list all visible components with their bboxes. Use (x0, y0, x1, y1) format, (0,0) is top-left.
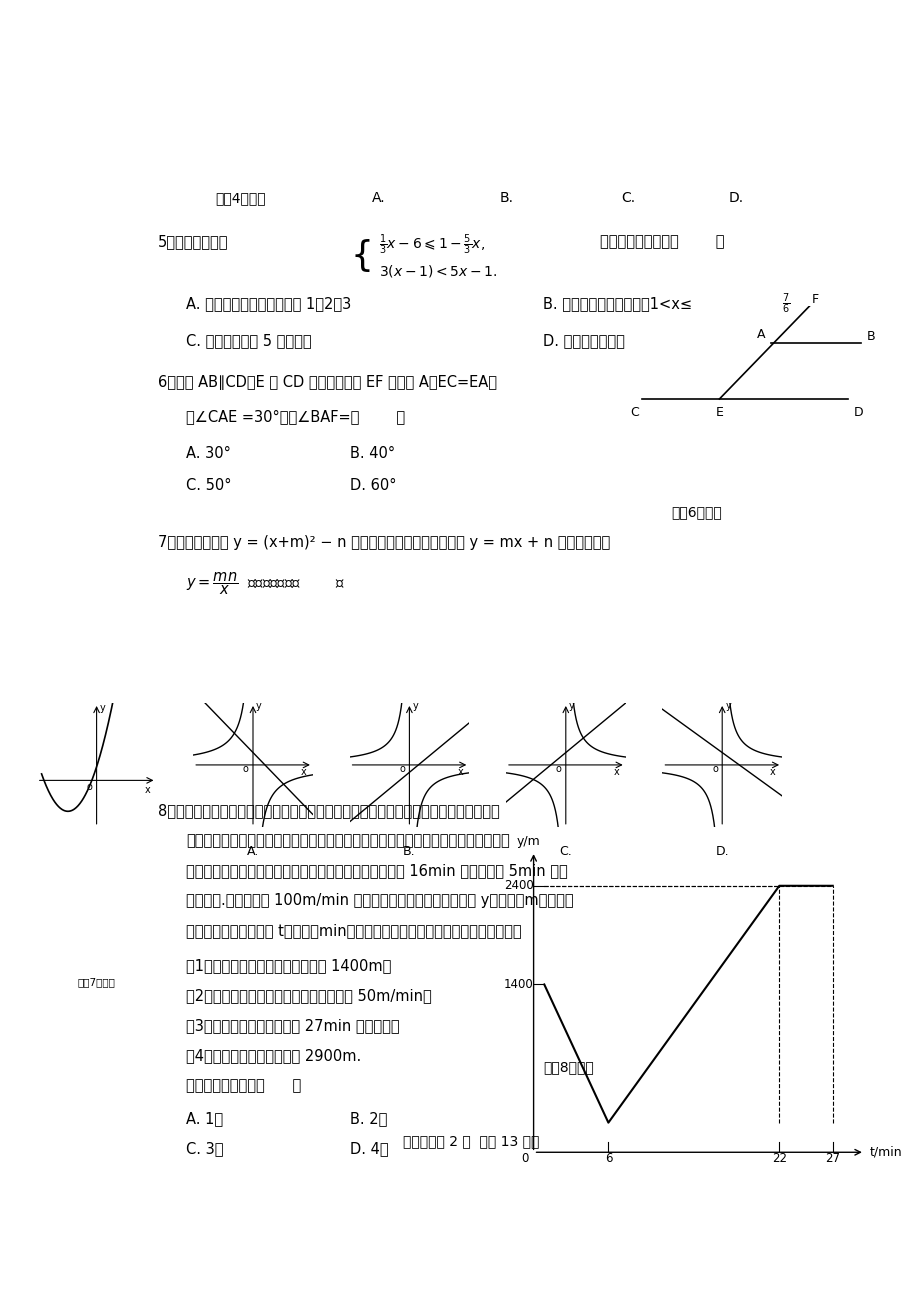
Text: D. 4个: D. 4个 (350, 1141, 389, 1156)
Text: B.: B. (403, 845, 415, 858)
Text: $\frac{7}{6}$: $\frac{7}{6}$ (781, 292, 789, 316)
Text: C.: C. (559, 845, 572, 858)
Text: y: y (99, 703, 106, 712)
Text: 返回，两人相遇后，小东立即赶往学校，妈妈沿原路返回 16min 到家，再过 5min 小东: 返回，两人相遇后，小东立即赶往学校，妈妈沿原路返回 16min 到家，再过 5m… (186, 863, 567, 878)
Text: A. 30°: A. 30° (186, 447, 231, 461)
Text: $3(x-1)<5x-1.$: $3(x-1)<5x-1.$ (379, 263, 497, 279)
Text: 打完电话后的步行时间 t（单位：min）之间的函数关系如图所示，下列四种说法：: 打完电话后的步行时间 t（单位：min）之间的函数关系如图所示，下列四种说法： (186, 923, 521, 939)
Text: F: F (811, 293, 819, 306)
Text: （第8题图）: （第8题图） (542, 1061, 593, 1074)
Text: y: y (412, 702, 418, 711)
Text: x: x (301, 767, 306, 777)
Text: C.: C. (620, 191, 635, 206)
Text: （4）小东家离学校的距离为 2900m.: （4）小东家离学校的距离为 2900m. (186, 1048, 361, 1064)
Text: 8．小东家与学校之间是一条笔直的公路，早饭后，小东步行前往学校，途中发现忘带画: 8．小东家与学校之间是一条笔直的公路，早饭后，小东步行前往学校，途中发现忘带画 (158, 803, 499, 818)
Text: 其中正确的个数是（      ）: 其中正确的个数是（ ） (186, 1078, 301, 1094)
Text: y: y (724, 702, 731, 711)
Text: 27: 27 (824, 1152, 839, 1165)
Text: （3）小东打完电话后，经过 27min 到达学校；: （3）小东打完电话后，经过 27min 到达学校； (186, 1018, 400, 1034)
Text: B: B (866, 331, 874, 344)
Text: 板，停下给妈妈打电话，妈妈接到电话后，带上画板马上赶往学校，同时小东沿原路: 板，停下给妈妈打电话，妈妈接到电话后，带上画板马上赶往学校，同时小东沿原路 (186, 833, 509, 848)
Text: B. 此不等式组的解集为－1<x≤: B. 此不等式组的解集为－1<x≤ (542, 297, 691, 311)
Text: x: x (769, 767, 775, 777)
Text: x: x (457, 767, 462, 777)
Text: 若∠CAE =30°，则∠BAF=（        ）: 若∠CAE =30°，则∠BAF=（ ） (186, 409, 405, 424)
Text: B.: B. (500, 191, 514, 206)
Text: （第7题图）: （第7题图） (77, 978, 116, 987)
Text: x: x (613, 767, 618, 777)
Text: 1400: 1400 (504, 978, 533, 991)
Text: 0: 0 (520, 1152, 528, 1165)
Text: E: E (715, 406, 722, 419)
Text: 5．对于不等式组: 5．对于不等式组 (158, 234, 228, 250)
Text: A.: A. (246, 845, 259, 858)
Text: $\frac{1}{3}x-6\leqslant 1-\frac{5}{3}x,$: $\frac{1}{3}x-6\leqslant 1-\frac{5}{3}x,… (379, 233, 484, 256)
Text: D.: D. (728, 191, 743, 206)
Text: o: o (243, 764, 248, 775)
Text: 数学试题第 2 页  （共 13 页）: 数学试题第 2 页 （共 13 页） (403, 1134, 539, 1148)
Text: o: o (711, 764, 717, 775)
Text: 2400: 2400 (504, 879, 533, 892)
Text: A. 1个: A. 1个 (186, 1111, 223, 1126)
Text: t/min: t/min (869, 1146, 902, 1159)
Text: o: o (86, 781, 92, 792)
Text: o: o (555, 764, 561, 775)
Text: （第4题图）: （第4题图） (215, 191, 266, 206)
Text: $y=\dfrac{mn}{x}$  的图象可能是（        ）: $y=\dfrac{mn}{x}$ 的图象可能是（ ） (186, 570, 346, 596)
Text: D. 60°: D. 60° (350, 478, 396, 493)
Text: C: C (630, 406, 638, 419)
Text: （2）小东与妈妈相遇后，妈妈回家速度是 50m/min；: （2）小东与妈妈相遇后，妈妈回家速度是 50m/min； (186, 988, 432, 1004)
Text: B. 40°: B. 40° (350, 447, 395, 461)
Text: D: D (853, 406, 862, 419)
Text: 7．已知二次函数 y = (x+m)² − n 的图象如图所示，则一次函数 y = mx + n 与反比例函数: 7．已知二次函数 y = (x+m)² − n 的图象如图所示，则一次函数 y … (158, 535, 609, 551)
Text: D.: D. (715, 845, 728, 858)
Text: 到达学校.小东始终以 100m/min 的速度步行，小东和妈妈的距离 y（单位：m）与小东: 到达学校.小东始终以 100m/min 的速度步行，小东和妈妈的距离 y（单位：… (186, 893, 573, 907)
Text: A.: A. (371, 191, 385, 206)
Text: y/m: y/m (516, 836, 539, 849)
Text: 下列说法正确的是（        ）: 下列说法正确的是（ ） (599, 234, 723, 250)
Text: C. 3个: C. 3个 (186, 1141, 223, 1156)
Text: A. 此不等式组的正整数解为 1，2，3: A. 此不等式组的正整数解为 1，2，3 (186, 297, 351, 311)
Text: C. 此不等式组有 5 个整数解: C. 此不等式组有 5 个整数解 (186, 333, 312, 348)
Text: 6: 6 (604, 1152, 611, 1165)
Text: A: A (756, 328, 765, 341)
Text: x: x (144, 785, 150, 794)
Text: y: y (255, 702, 262, 711)
Text: （1）打电话时，小东和妈妈距离是 1400m；: （1）打电话时，小东和妈妈距离是 1400m； (186, 958, 391, 974)
Text: （第6题图）: （第6题图） (671, 505, 721, 519)
Text: D. 此不等式组无解: D. 此不等式组无解 (542, 333, 624, 348)
Text: {: { (350, 240, 373, 273)
Text: C. 50°: C. 50° (186, 478, 232, 493)
Text: 22: 22 (771, 1152, 786, 1165)
Text: y: y (568, 702, 574, 711)
Text: o: o (399, 764, 404, 775)
Text: 6．如图 AB∥CD，E 为 CD 上一点，射线 EF 经过点 A，EC=EA，: 6．如图 AB∥CD，E 为 CD 上一点，射线 EF 经过点 A，EC=EA， (158, 375, 496, 389)
Text: B. 2个: B. 2个 (350, 1111, 387, 1126)
